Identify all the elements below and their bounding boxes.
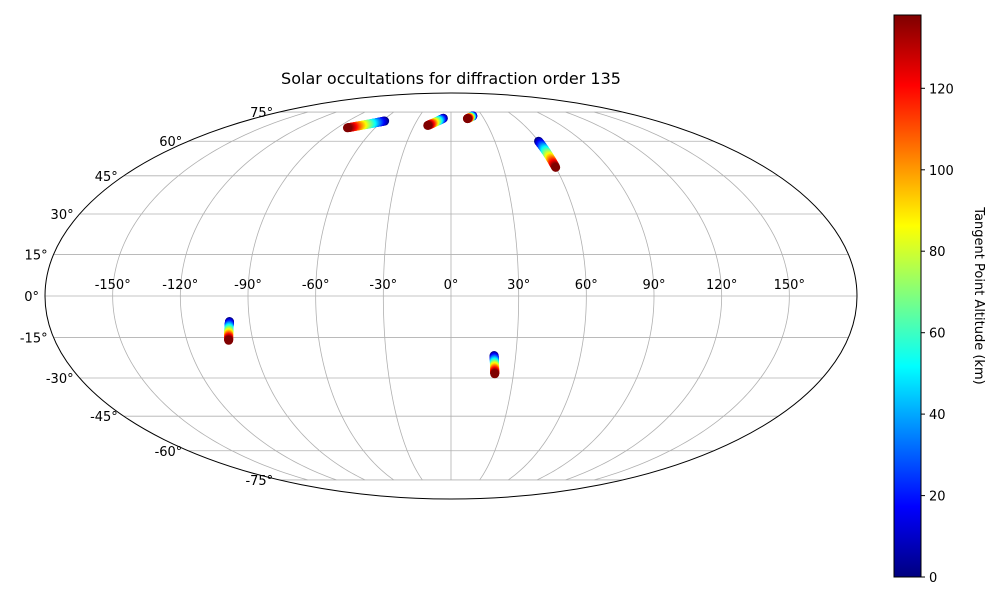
occultation-point	[342, 123, 352, 133]
map-boundary	[44, 92, 858, 500]
longitude-tick-label: 90°	[642, 278, 665, 293]
longitude-tick-label: 60°	[575, 278, 598, 293]
latitude-tick-label: 0°	[24, 290, 39, 305]
colorbar: 0 20 40 60 80 100 120 Tangent Point Altitude (…	[893, 14, 986, 586]
latitude-tick-label: -15°	[20, 332, 48, 347]
chart-title: Solar occultations for diffraction order…	[281, 69, 621, 88]
latitude-tick-label: 60°	[159, 135, 182, 150]
longitude-tick-label: 120°	[706, 278, 737, 293]
occultation-point	[224, 335, 234, 345]
colorbar-tick-label: 20	[929, 490, 946, 505]
latitude-tick-label: -75°	[245, 474, 273, 489]
longitude-tick-label: -60°	[302, 278, 330, 293]
longitude-tick-label: 150°	[774, 278, 805, 293]
longitude-tick-label: -150°	[95, 278, 131, 293]
latitude-tick-label: -45°	[90, 410, 118, 425]
occultation-points	[224, 111, 561, 379]
longitude-tick-label: -120°	[162, 278, 198, 293]
occultation-point	[423, 120, 433, 130]
longitude-tick-label: 0°	[444, 278, 459, 293]
longitude-tick-label: 30°	[507, 278, 530, 293]
latitude-tick-label: 45°	[95, 170, 118, 185]
occultation-point	[551, 162, 561, 172]
colorbar-tick-label: 100	[929, 164, 954, 179]
longitude-tick-label: -30°	[369, 278, 397, 293]
latitude-tick-labels: -75° -60° -45° -30° -15° 0° 15° 30° 45° 60° 75°	[20, 106, 273, 489]
colorbar-tick-label: 80	[929, 245, 946, 260]
colorbar-tick-label: 40	[929, 408, 946, 423]
colorbar-tick-label: 60	[929, 327, 946, 342]
latitude-tick-label: 75°	[250, 106, 273, 121]
colorbar-label: Tangent Point Altitude (km)	[971, 206, 986, 384]
occultation-point	[462, 114, 472, 124]
map-grid	[45, 111, 857, 481]
latitude-tick-label: 30°	[51, 208, 74, 223]
colorbar-tick-label: 120	[929, 82, 954, 97]
latitude-tick-label: 15°	[25, 248, 48, 263]
occultation-point	[490, 369, 500, 379]
longitude-tick-labels: -150° -120° -90° -60° -30° 0° 30° 60° 90° 120° 150…	[95, 278, 805, 293]
colorbar-ticks: 0 20 40 60 80 100 120	[921, 82, 954, 586]
longitude-tick-label: -90°	[234, 278, 262, 293]
latitude-tick-label: -60°	[155, 445, 183, 460]
colorbar-gradient	[893, 14, 922, 578]
latitude-tick-label: -30°	[46, 372, 74, 387]
colorbar-tick-label: 0	[929, 571, 937, 586]
